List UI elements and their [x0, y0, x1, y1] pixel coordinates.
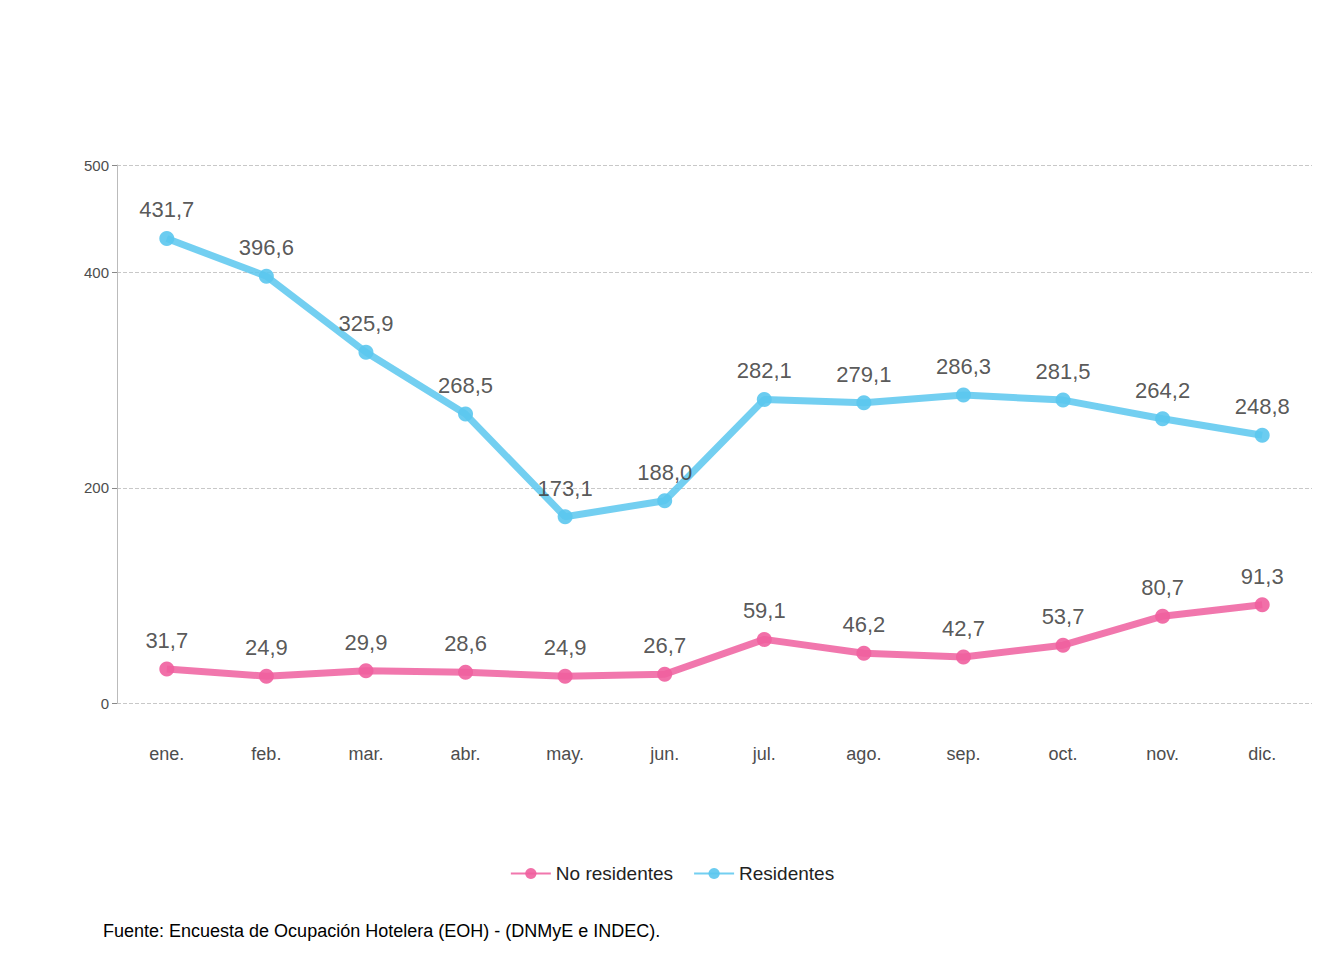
- svg-text:28,6: 28,6: [444, 631, 487, 656]
- svg-text:188,0: 188,0: [637, 460, 692, 485]
- svg-text:396,6: 396,6: [239, 235, 294, 260]
- svg-text:24,9: 24,9: [245, 635, 288, 660]
- svg-text:46,2: 46,2: [842, 612, 885, 637]
- svg-text:29,9: 29,9: [345, 630, 388, 655]
- svg-text:nov.: nov.: [1146, 744, 1179, 764]
- svg-text:264,2: 264,2: [1135, 378, 1190, 403]
- svg-text:282,1: 282,1: [737, 358, 792, 383]
- svg-text:500: 500: [84, 157, 109, 174]
- svg-text:400: 400: [84, 264, 109, 281]
- svg-text:jul.: jul.: [752, 744, 776, 764]
- svg-text:oct.: oct.: [1049, 744, 1078, 764]
- svg-text:279,1: 279,1: [836, 362, 891, 387]
- svg-text:325,9: 325,9: [338, 311, 393, 336]
- svg-text:ene.: ene.: [149, 744, 184, 764]
- svg-text:Residentes: Residentes: [739, 863, 834, 884]
- svg-text:200: 200: [84, 479, 109, 496]
- svg-text:91,3: 91,3: [1241, 564, 1284, 589]
- svg-text:268,5: 268,5: [438, 373, 493, 398]
- svg-text:ago.: ago.: [846, 744, 881, 764]
- svg-text:24,9: 24,9: [544, 635, 587, 660]
- svg-text:26,7: 26,7: [643, 633, 686, 658]
- svg-text:281,5: 281,5: [1036, 359, 1091, 384]
- svg-text:may.: may.: [546, 744, 584, 764]
- svg-text:431,7: 431,7: [139, 197, 194, 222]
- svg-text:53,7: 53,7: [1042, 604, 1085, 629]
- svg-text:No residentes: No residentes: [556, 863, 673, 884]
- svg-text:248,8: 248,8: [1235, 394, 1290, 419]
- svg-text:feb.: feb.: [251, 744, 281, 764]
- svg-text:173,1: 173,1: [538, 476, 593, 501]
- svg-text:80,7: 80,7: [1141, 575, 1184, 600]
- svg-text:31,7: 31,7: [145, 628, 188, 653]
- svg-text:abr.: abr.: [451, 744, 481, 764]
- svg-text:mar.: mar.: [348, 744, 383, 764]
- svg-text:dic.: dic.: [1248, 744, 1276, 764]
- svg-text:59,1: 59,1: [743, 598, 786, 623]
- svg-text:jun.: jun.: [649, 744, 679, 764]
- svg-text:0: 0: [101, 695, 109, 712]
- svg-text:286,3: 286,3: [936, 354, 991, 379]
- svg-text:sep.: sep.: [946, 744, 980, 764]
- svg-text:42,7: 42,7: [942, 616, 985, 641]
- svg-text:Fuente: Encuesta de Ocupación: Fuente: Encuesta de Ocupación Hotelera (…: [103, 921, 660, 941]
